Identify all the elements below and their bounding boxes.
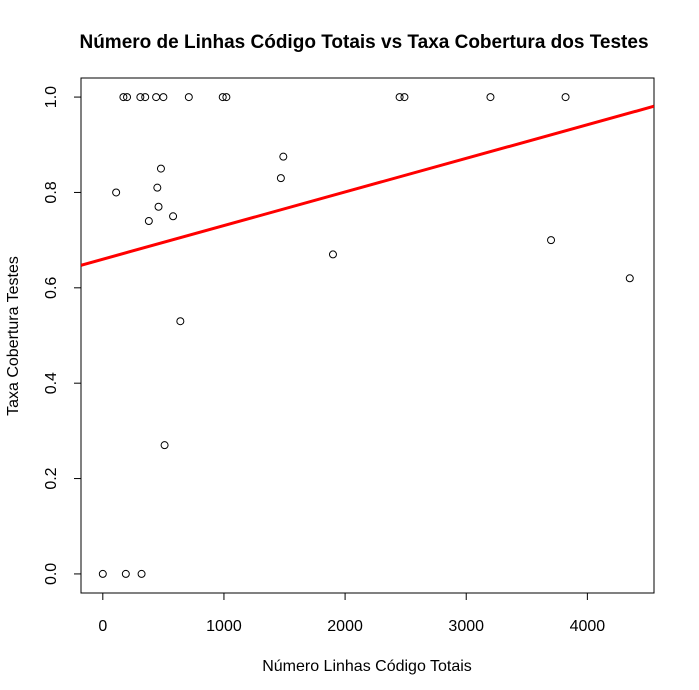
- data-point: [121, 569, 130, 578]
- y-axis-label: Taxa Cobertura Testes: [5, 256, 22, 416]
- data-point: [137, 569, 146, 578]
- x-tick-label: 3000: [448, 618, 484, 635]
- data-point: [176, 317, 185, 326]
- data-point: [154, 202, 163, 211]
- data-point: [169, 212, 178, 221]
- data-point: [561, 93, 570, 102]
- data-point: [119, 93, 128, 102]
- data-point: [218, 93, 227, 102]
- data-point: [276, 174, 285, 183]
- data-point: [184, 93, 193, 102]
- x-tick-label: 1000: [206, 618, 242, 635]
- chart-title: Número de Linhas Código Totais vs Taxa C…: [79, 32, 648, 53]
- data-point: [123, 93, 132, 102]
- x-axis-label: Número Linhas Código Totais: [262, 658, 472, 675]
- y-tick-label: 0.4: [43, 372, 60, 394]
- data-point: [547, 236, 556, 245]
- data-point: [400, 93, 409, 102]
- y-tick-label: 1.0: [43, 86, 60, 108]
- data-points: [98, 93, 634, 578]
- plot-frame: [80, 77, 655, 594]
- regression-line: [81, 104, 654, 267]
- data-point: [156, 164, 165, 173]
- data-point: [395, 93, 404, 102]
- data-point: [153, 183, 162, 192]
- data-point: [160, 441, 169, 450]
- data-point: [98, 569, 107, 578]
- data-point: [625, 274, 634, 283]
- x-axis: 0 1000 2000 3000 4000: [98, 593, 605, 635]
- y-tick-label: 0.8: [43, 181, 60, 203]
- data-point: [279, 152, 288, 161]
- data-point: [486, 93, 495, 102]
- x-tick-label: 0: [98, 618, 107, 635]
- x-tick-label: 2000: [327, 618, 363, 635]
- x-tick-label: 4000: [570, 618, 606, 635]
- data-point: [222, 93, 231, 102]
- data-point: [328, 250, 337, 259]
- y-tick-label: 0.6: [43, 277, 60, 299]
- data-point: [136, 93, 145, 102]
- y-tick-label: 0.0: [43, 563, 60, 585]
- regression-line-layer: [81, 104, 654, 267]
- y-axis: 0.0 0.2 0.4 0.6 0.8 1.0: [43, 86, 81, 585]
- data-point: [112, 188, 121, 197]
- y-tick-label: 0.2: [43, 467, 60, 489]
- data-point: [159, 93, 168, 102]
- data-point: [152, 93, 161, 102]
- data-point: [141, 93, 150, 102]
- data-point: [144, 217, 153, 226]
